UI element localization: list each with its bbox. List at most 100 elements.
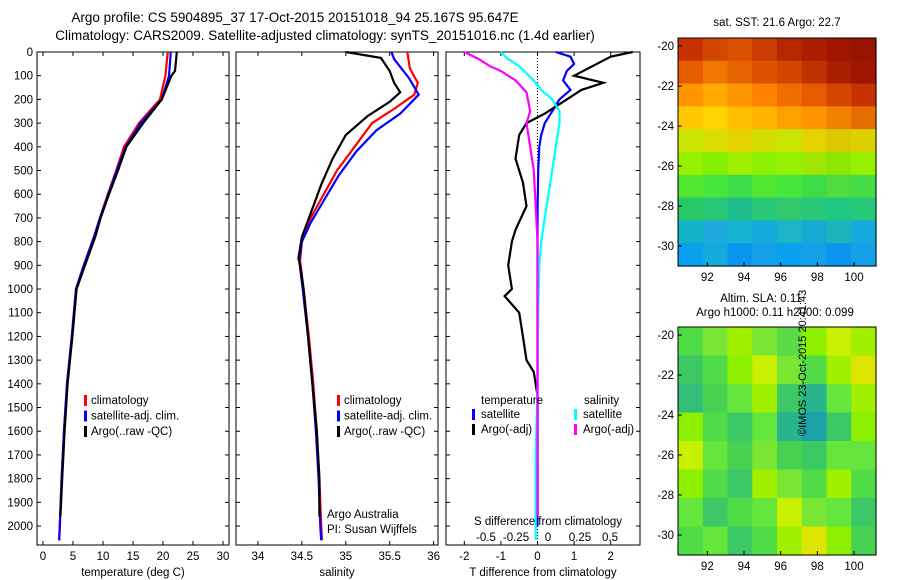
heatmap-cell <box>702 243 729 267</box>
heatmap-cell <box>801 243 828 267</box>
sst-map: 92 94 96 98 100 -20 -22 -24 -26 -28 -30 <box>657 37 877 284</box>
x-tick-label: 5 <box>70 551 76 563</box>
heatmap-cell <box>801 412 828 442</box>
heatmap-cell <box>851 60 877 85</box>
heatmap-cell <box>801 197 828 221</box>
y-tick-label: 1100 <box>8 308 33 320</box>
x-tick-label: 98 <box>811 561 824 573</box>
y-tick-label: 0 <box>27 47 33 59</box>
heatmap-cell <box>678 174 704 199</box>
x-tick-label: 100 <box>844 272 863 284</box>
diff-legend-swatch <box>574 424 577 435</box>
heatmap-cell <box>826 106 852 130</box>
heatmap-cell <box>851 441 877 471</box>
heatmap-cell <box>851 498 877 528</box>
heatmap-cell <box>777 197 803 221</box>
map-frame <box>677 37 877 267</box>
heatmap-cell <box>752 384 778 414</box>
y-tick-label: -24 <box>657 121 674 133</box>
heatmap-cell <box>678 498 704 528</box>
y-tick-label: 1900 <box>7 497 33 509</box>
heatmap-cell <box>752 60 778 85</box>
heatmap-cell <box>777 526 803 556</box>
heatmap-cell <box>851 384 877 414</box>
heatmap-cell <box>752 412 778 442</box>
heatmap-cell <box>851 83 877 107</box>
sla-map-title: Altim. SLA: 0.11 <box>720 293 802 305</box>
heatmap-cell <box>801 441 828 471</box>
diff-secondary-axis-label: S difference from climatology <box>474 516 622 528</box>
plot-frame <box>36 51 230 546</box>
series-line-satellite-adj--clim- <box>298 51 421 541</box>
x-tick-label: 92 <box>701 272 714 284</box>
diff-legend-label: Argo(-adj) <box>583 424 634 436</box>
heatmap-cell <box>777 220 803 244</box>
y-tick-label: -20 <box>657 330 674 342</box>
sal-legend-swatch <box>337 426 340 437</box>
heatmap-cell <box>678 60 704 85</box>
heatmap-cell <box>727 83 753 107</box>
diff-legend-label: Argo(-adj) <box>481 424 532 436</box>
heatmap-cell <box>727 327 753 357</box>
heatmap-cell <box>727 498 753 528</box>
temp-legend-swatch <box>84 426 87 437</box>
x-tick-label: 0 <box>40 551 46 563</box>
series-line-satellite <box>500 51 561 541</box>
heatmap-cell <box>826 60 852 85</box>
heatmap-cell <box>727 355 753 385</box>
heatmap-cell <box>777 129 803 153</box>
heatmap-cell <box>851 220 877 244</box>
heatmap-cell <box>777 83 803 107</box>
y-tick-label: -20 <box>657 41 674 53</box>
temp-legend-swatch <box>84 395 87 406</box>
diff-secondary-tick-label: 0.5 <box>602 532 618 544</box>
x-tick-label: 96 <box>774 272 787 284</box>
x-tick-label: 25 <box>187 551 200 563</box>
x-tick-label: -1 <box>496 551 506 563</box>
heatmap-cell <box>727 412 753 442</box>
y-tick-label: 1600 <box>7 426 33 438</box>
heatmap-cell <box>826 243 852 267</box>
heatmap-cell <box>727 220 753 244</box>
heatmap-cell <box>752 498 778 528</box>
heatmap-cell <box>702 60 729 85</box>
heatmap-cell <box>752 469 778 499</box>
map-frame <box>677 326 877 556</box>
heatmap-cell <box>702 197 729 221</box>
sla-map: 92 94 96 98 100 -20 -22 -24 -26 -28 -30 <box>657 326 877 573</box>
heatmap-cell <box>678 355 704 385</box>
diff-secondary-tick-label: 0 <box>545 532 551 544</box>
y-tick-label: 1000 <box>7 284 33 296</box>
diff-legend-swatch <box>574 409 577 420</box>
x-tick-label: 1 <box>571 551 577 563</box>
heatmap-cell <box>678 106 704 130</box>
sal-legend-swatch <box>337 410 340 422</box>
y-tick-label: 800 <box>14 237 33 249</box>
heatmap-cell <box>727 441 753 471</box>
temp-legend-label: Argo(..raw -QC) <box>91 426 172 438</box>
difference-profile: -2 -1 0 1 2 T difference from climatology <box>445 50 641 579</box>
series-line-argo--adj- <box>463 51 539 517</box>
diff-legend-label: satellite <box>481 409 520 421</box>
heatmap-cell <box>727 60 753 85</box>
heatmap-cell <box>801 526 828 556</box>
heatmap-cell <box>727 152 753 176</box>
heatmap-cell <box>727 243 753 267</box>
heatmap-cell <box>702 327 729 357</box>
x-axis-label: T difference from climatology <box>469 567 616 579</box>
y-tick-label: -30 <box>657 241 674 253</box>
plot-frame <box>235 51 439 546</box>
heatmap-cell <box>801 498 828 528</box>
x-tick-label: 94 <box>738 272 751 284</box>
y-tick-label: 1500 <box>7 403 33 415</box>
heatmap-cell <box>752 106 778 130</box>
x-tick-label: 2 <box>608 551 614 563</box>
heatmap-cell <box>727 197 753 221</box>
heatmap-cell <box>851 412 877 442</box>
heatmap-cell <box>702 106 729 130</box>
heatmap-cell <box>752 38 778 62</box>
y-tick-label: 400 <box>14 142 33 154</box>
heatmap-cell <box>777 106 803 130</box>
x-tick-label: 0 <box>534 551 540 563</box>
